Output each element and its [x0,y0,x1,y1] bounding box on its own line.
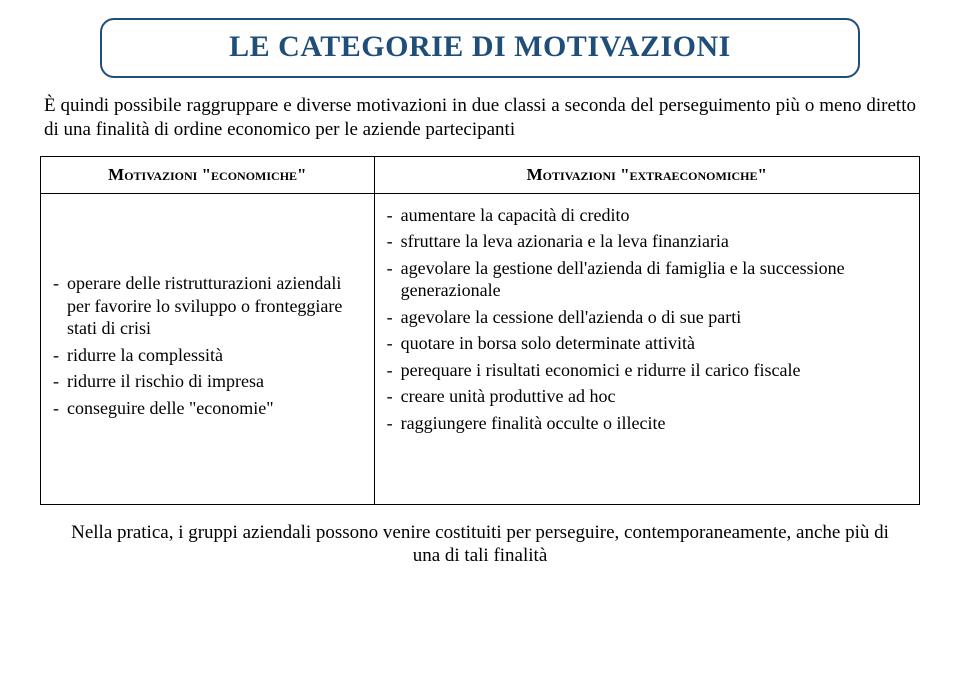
extraeconomic-header: Motivazioni "extraeconomiche" [375,157,919,194]
list-item: -agevolare la gestione dell'azienda di f… [387,257,907,302]
dash-icon: - [53,397,67,420]
dash-icon: - [387,412,401,435]
list-item: -ridurre la complessità [53,344,362,367]
list-item: -conseguire delle "economie" [53,397,362,420]
title-box: LE CATEGORIE DI MOTIVAZIONI [100,18,860,78]
economic-column: Motivazioni "economiche" -operare delle … [41,157,375,504]
dash-icon: - [387,306,401,329]
list-item: -raggiungere finalità occulte o illecite [387,412,907,435]
dash-icon: - [387,204,401,227]
dash-icon: - [387,257,401,302]
extraeconomic-body: -aumentare la capacità di credito -sfrut… [375,194,919,451]
list-item: -agevolare la cessione dell'azienda o di… [387,306,907,329]
extraeconomic-column: Motivazioni "extraeconomiche" -aumentare… [375,157,919,504]
list-item-text: agevolare la cessione dell'azienda o di … [401,306,907,329]
dash-icon: - [387,332,401,355]
list-item-text: agevolare la gestione dell'azienda di fa… [401,257,907,302]
extraeconomic-list: -aumentare la capacità di credito -sfrut… [387,204,907,435]
economic-header: Motivazioni "economiche" [41,157,374,194]
list-item: -quotare in borsa solo determinate attiv… [387,332,907,355]
motivations-table: Motivazioni "economiche" -operare delle … [40,156,920,505]
list-item: -ridurre il rischio di impresa [53,370,362,393]
list-item-text: aumentare la capacità di credito [401,204,907,227]
dash-icon: - [53,344,67,367]
list-item-text: operare delle ristrutturazioni aziendali… [67,272,362,340]
page-title: LE CATEGORIE DI MOTIVAZIONI [229,30,731,63]
list-item: -perequare i risultati economici e ridur… [387,359,907,382]
economic-list: -operare delle ristrutturazioni aziendal… [53,272,362,423]
dash-icon: - [53,370,67,393]
list-item-text: conseguire delle "economie" [67,397,362,420]
list-item: -creare unità produttive ad hoc [387,385,907,408]
dash-icon: - [53,272,67,340]
slide: LE CATEGORIE DI MOTIVAZIONI È quindi pos… [0,0,960,697]
list-item-text: ridurre il rischio di impresa [67,370,362,393]
list-item-text: sfruttare la leva azionaria e la leva fi… [401,230,907,253]
economic-body: -operare delle ristrutturazioni aziendal… [41,194,374,504]
dash-icon: - [387,230,401,253]
dash-icon: - [387,359,401,382]
dash-icon: - [387,385,401,408]
list-item-text: creare unità produttive ad hoc [401,385,907,408]
list-item: -sfruttare la leva azionaria e la leva f… [387,230,907,253]
list-item-text: perequare i risultati economici e ridurr… [401,359,907,382]
list-item: -aumentare la capacità di credito [387,204,907,227]
footer-paragraph: Nella pratica, i gruppi aziendali posson… [40,521,920,569]
intro-paragraph: È quindi possibile raggruppare e diverse… [44,94,916,142]
list-item-text: ridurre la complessità [67,344,362,367]
list-item-text: raggiungere finalità occulte o illecite [401,412,907,435]
list-item-text: quotare in borsa solo determinate attivi… [401,332,907,355]
list-item: -operare delle ristrutturazioni aziendal… [53,272,362,340]
